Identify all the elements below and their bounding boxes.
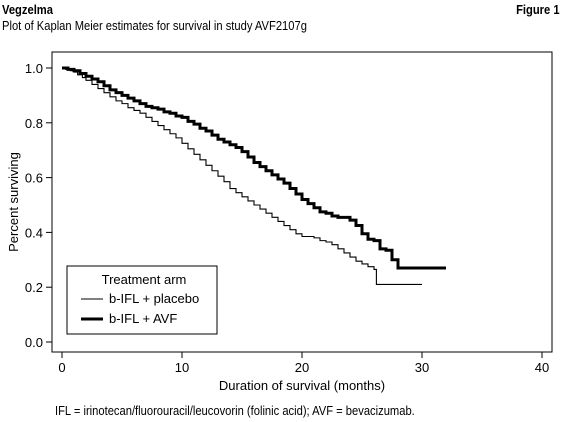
y-tick-label: 0.4 <box>25 225 43 240</box>
x-tick-label: 20 <box>295 360 309 375</box>
x-tick-label: 30 <box>415 360 429 375</box>
y-tick-label: 0.6 <box>25 171 43 186</box>
footnote: IFL = irinotecan/fluorouracil/leucovorin… <box>55 403 415 418</box>
y-tick-label: 1.0 <box>25 61 43 76</box>
series-line-avf <box>62 66 446 270</box>
legend: Treatment arm b-IFL + placebo b-IFL + AV… <box>66 265 218 335</box>
figure-label: Figure 1 <box>516 2 560 17</box>
legend-label-placebo: b-IFL + placebo <box>109 291 199 306</box>
x-axis: 0 10 20 30 40 <box>58 352 549 375</box>
brand-name: Vegzelma <box>2 2 53 17</box>
y-axis: 0.0 0.2 0.4 0.6 0.8 1.0 <box>25 61 52 350</box>
legend-box <box>66 265 218 335</box>
y-tick-label: 0.2 <box>25 280 43 295</box>
x-axis-label: Duration of survival (months) <box>219 378 385 393</box>
y-tick-label: 0.0 <box>25 335 43 350</box>
x-tick-label: 10 <box>175 360 189 375</box>
series-layer <box>62 66 446 286</box>
series-line-placebo <box>62 67 422 286</box>
y-axis-label: Percent surviving <box>6 152 21 252</box>
x-tick-label: 40 <box>535 360 549 375</box>
chart-title: Plot of Kaplan Meier estimates for survi… <box>2 18 307 33</box>
legend-label-avf: b-IFL + AVF <box>109 311 177 326</box>
x-tick-label: 0 <box>58 360 65 375</box>
y-tick-label: 0.8 <box>25 116 43 131</box>
legend-title: Treatment arm <box>102 272 187 287</box>
